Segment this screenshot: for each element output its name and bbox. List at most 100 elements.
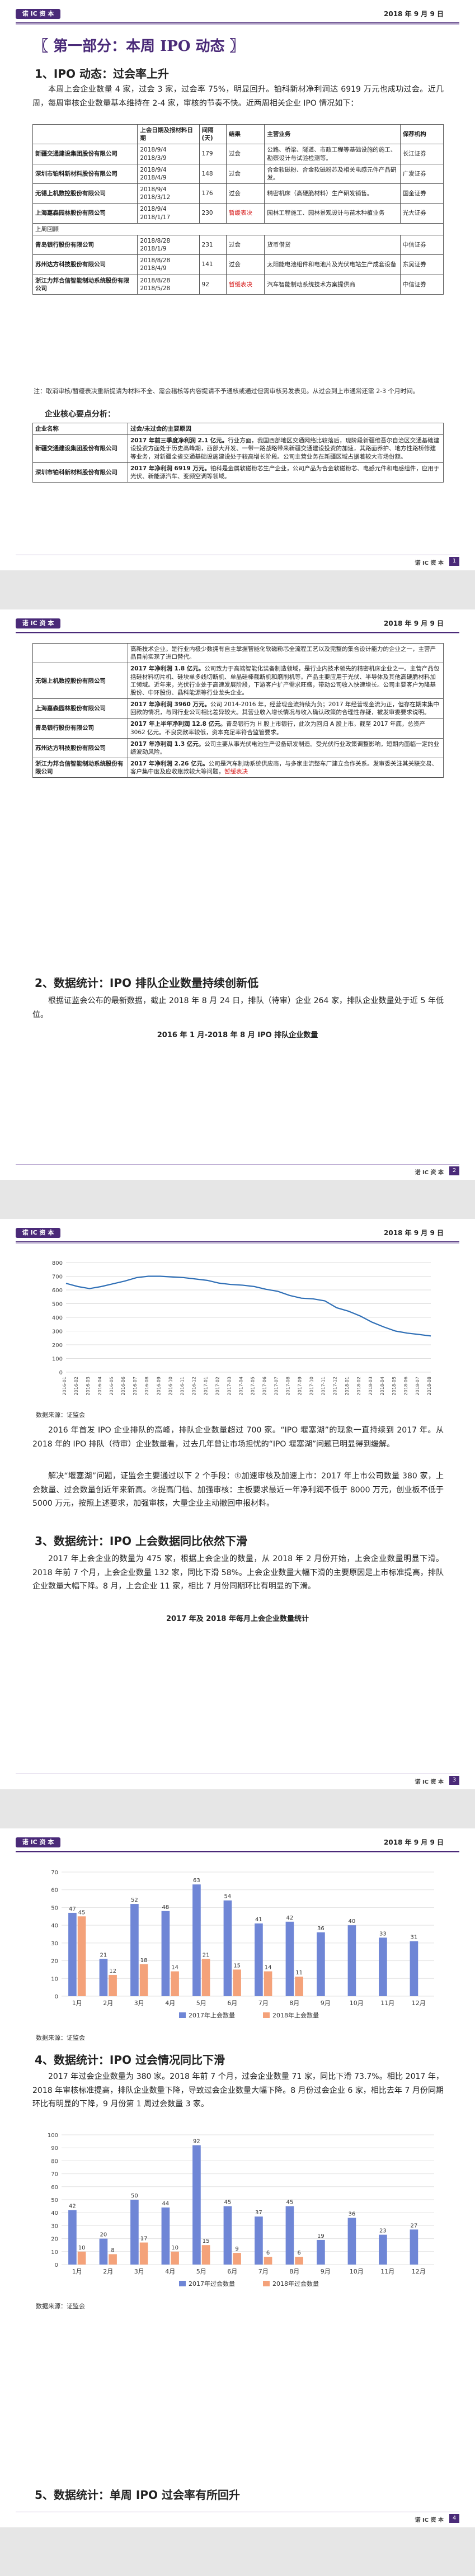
data-label: 17 — [140, 2236, 148, 2242]
reason-text: 2017 年前三季度净利润 2.1 亿元。行业方面，我国西部地区交通网络比较落后… — [128, 434, 444, 463]
bar-2017 — [285, 2206, 294, 2265]
x-tick-label: 8月 — [289, 2000, 299, 2007]
bar-2017 — [223, 1900, 232, 1996]
legend-swatch — [263, 2012, 270, 2018]
bar-2017 — [410, 2229, 418, 2265]
table-header-cell: 结果 — [226, 124, 265, 145]
sponsor: 光大证券 — [399, 203, 444, 224]
bar-2017 — [285, 1921, 294, 1996]
y-tick-label: 70 — [51, 1870, 58, 1876]
company-name: 青岛银行股份有限公司 — [32, 718, 128, 739]
x-tick-label: 6月 — [227, 2268, 237, 2275]
data-label: 12 — [109, 1968, 116, 1974]
data-label: 48 — [162, 1904, 170, 1911]
data-label: 41 — [255, 1917, 262, 1923]
y-tick-label: 70 — [51, 2172, 58, 2178]
table-row: 深圳市铂科新材料股份有限公司 2018/9/4 2018/4/9 148 过会 合金软磁粉… — [32, 163, 444, 185]
y-tick-label: 50 — [51, 1905, 58, 1911]
paragraph: 根据证监会公布的最新数据，截止 2018 年 8 月 24 日，排队（待审）企业… — [32, 996, 444, 1019]
x-tick-label: 2017-06 — [262, 1377, 267, 1395]
data-label: 42 — [286, 1915, 294, 1921]
section-title: 2、数据统计：IPO 排队企业数量持续创新低 — [35, 976, 258, 990]
x-tick-label: 2018-08 — [427, 1377, 432, 1395]
bar-2018 — [201, 1959, 210, 1996]
table-header-cell: 过会/未过会的主要原因 — [128, 422, 444, 436]
meeting-date: 2018/9/4 2018/3/9 — [137, 144, 200, 164]
bar-2018 — [109, 1974, 117, 1996]
main-business: 公路、桥梁、隧道、市政工程等基础设施的施工、勘察设计与试验检测等。 — [264, 144, 401, 164]
data-source: 数据来源：证监会 — [36, 2303, 85, 2310]
header-date: 2018 年 9 月 9 日 — [384, 1229, 444, 1237]
bar-2018 — [139, 1964, 148, 1996]
result: 过会 — [226, 183, 265, 204]
y-tick-label: 20 — [51, 1959, 58, 1965]
bar-2017 — [68, 2210, 77, 2265]
x-tick-label: 11月 — [380, 2000, 394, 2007]
company-name: 新疆交通建设集团股份有限公司 — [32, 434, 128, 463]
x-tick-label: 2017-10 — [309, 1377, 314, 1395]
bar-2017 — [99, 1959, 108, 1996]
table-header-cell: 保荐机构 — [399, 124, 444, 145]
x-tick-label: 2017-12 — [333, 1377, 338, 1395]
page-4: 诺 IC 资 本 2018 年 9 月 9 日 0 10 20 30 40 50 60 70 1… — [0, 1828, 475, 2527]
y-tick-label: 200 — [52, 1343, 63, 1349]
queue-line-chart: 0 100 200 300 400 500 600 700 800 2016-01 2016-02 2… — [52, 1260, 432, 1395]
y-tick-label: 800 — [52, 1260, 63, 1266]
company-name: 上海嘉森园林股份有限公司 — [32, 698, 128, 719]
x-tick-label: 6月 — [227, 2000, 237, 2007]
bar-2017 — [68, 1912, 77, 1996]
table-row: 浙江力邦合信智能制动系统股份有限公司 2018/8/28 2018/5/28 92 暂缓… — [32, 274, 444, 295]
y-tick-label: 0 — [55, 1994, 58, 2000]
company-name: 新疆交通建设集团股份有限公司 — [32, 144, 138, 164]
data-label: 50 — [131, 2193, 138, 2199]
data-label: 36 — [349, 2211, 356, 2217]
x-tick-label: 1月 — [72, 2000, 82, 2007]
x-tick-label: 9月 — [321, 2268, 331, 2275]
x-tick-label: 2018-03 — [368, 1377, 373, 1395]
legend-swatch — [179, 2281, 186, 2286]
bar-2018 — [264, 1971, 272, 1996]
x-tick-label: 9月 — [321, 2000, 331, 2007]
approved-bar-chart: 0 10 20 30 40 50 60 70 80 90 100 1月 42 10 2月 20 8 3月 50 17 4… — [48, 2133, 434, 2287]
y-tick-label: 30 — [51, 1941, 58, 1947]
brand-logo: 诺 IC 资 本 — [16, 9, 60, 19]
company-name: 无锡上机数控股份有限公司 — [32, 663, 128, 699]
section-subtitle: 企业核心要点分析： — [45, 410, 115, 419]
main-business: 太阳能电池组件和电池片及光伏电站生产成套设备 — [264, 254, 401, 275]
reason-text: 2017 年净利润 3960 万元。公司 2014-2016 年，经营现金流持续… — [128, 698, 444, 719]
data-label: 18 — [140, 1958, 148, 1964]
x-tick-label: 2018-07 — [415, 1377, 420, 1395]
company-name: 上海嘉森园林股份有限公司 — [32, 203, 138, 224]
bar-2017 — [410, 1941, 418, 1996]
legend-label: 2018年上会数量 — [272, 2011, 319, 2019]
meeting-date: 2018/8/28 2018/4/9 — [137, 254, 200, 275]
interval-days: 141 — [199, 254, 227, 275]
sponsor: 中信证券 — [399, 274, 444, 295]
data-label: 45 — [78, 1909, 86, 1916]
x-tick-label: 2016-08 — [144, 1377, 149, 1395]
table-note: 注：取消审核/暂缓表决重新提请为材料不全、需会稽核等内容提请不予通核或通过但需审… — [34, 387, 419, 395]
y-tick-label: 300 — [52, 1329, 63, 1335]
data-label: 92 — [193, 2139, 200, 2145]
bar-2018 — [295, 2257, 303, 2265]
bar-2017 — [379, 2234, 387, 2265]
bar-2018 — [295, 1977, 303, 1996]
reason-text: 2017 年净利润 6919 万元。铂科是金属软磁粉芯生产企业，公司产品为合金软… — [128, 462, 444, 483]
y-tick-label: 600 — [52, 1288, 63, 1294]
data-label: 15 — [203, 2238, 210, 2244]
result: 过会 — [226, 163, 265, 185]
page-header: 诺 IC 资 本 2018 年 9 月 9 日 — [0, 1219, 475, 1244]
ipo-table: 上会日期及报材料日期 间隔(天) 结果 主营业务 保荐机构 新疆交通建设集团股份有限公司… — [32, 124, 444, 295]
data-label: 20 — [100, 2232, 107, 2238]
x-tick-label: 8月 — [289, 2268, 299, 2275]
data-label: 45 — [286, 2200, 294, 2206]
bar-2017 — [192, 1884, 201, 1996]
bar-2017 — [255, 2216, 263, 2265]
table-row: 苏州达方科技股份有限公司 2018/8/28 2018/4/9 141 过会 太阳能电池组… — [32, 254, 444, 275]
page-footer: 诺 IC 资 本 2 — [0, 1161, 475, 1180]
bar-2017 — [223, 2206, 232, 2265]
section-title: 1、IPO 动态：过会率上升 — [35, 67, 169, 81]
analysis-table-continued: 高新技术企业。是行业内极少数拥有自主掌握智能化软磁粉芯全流程工艺以及完整的集合设… — [32, 642, 444, 778]
x-tick-label: 2017-07 — [274, 1377, 279, 1395]
